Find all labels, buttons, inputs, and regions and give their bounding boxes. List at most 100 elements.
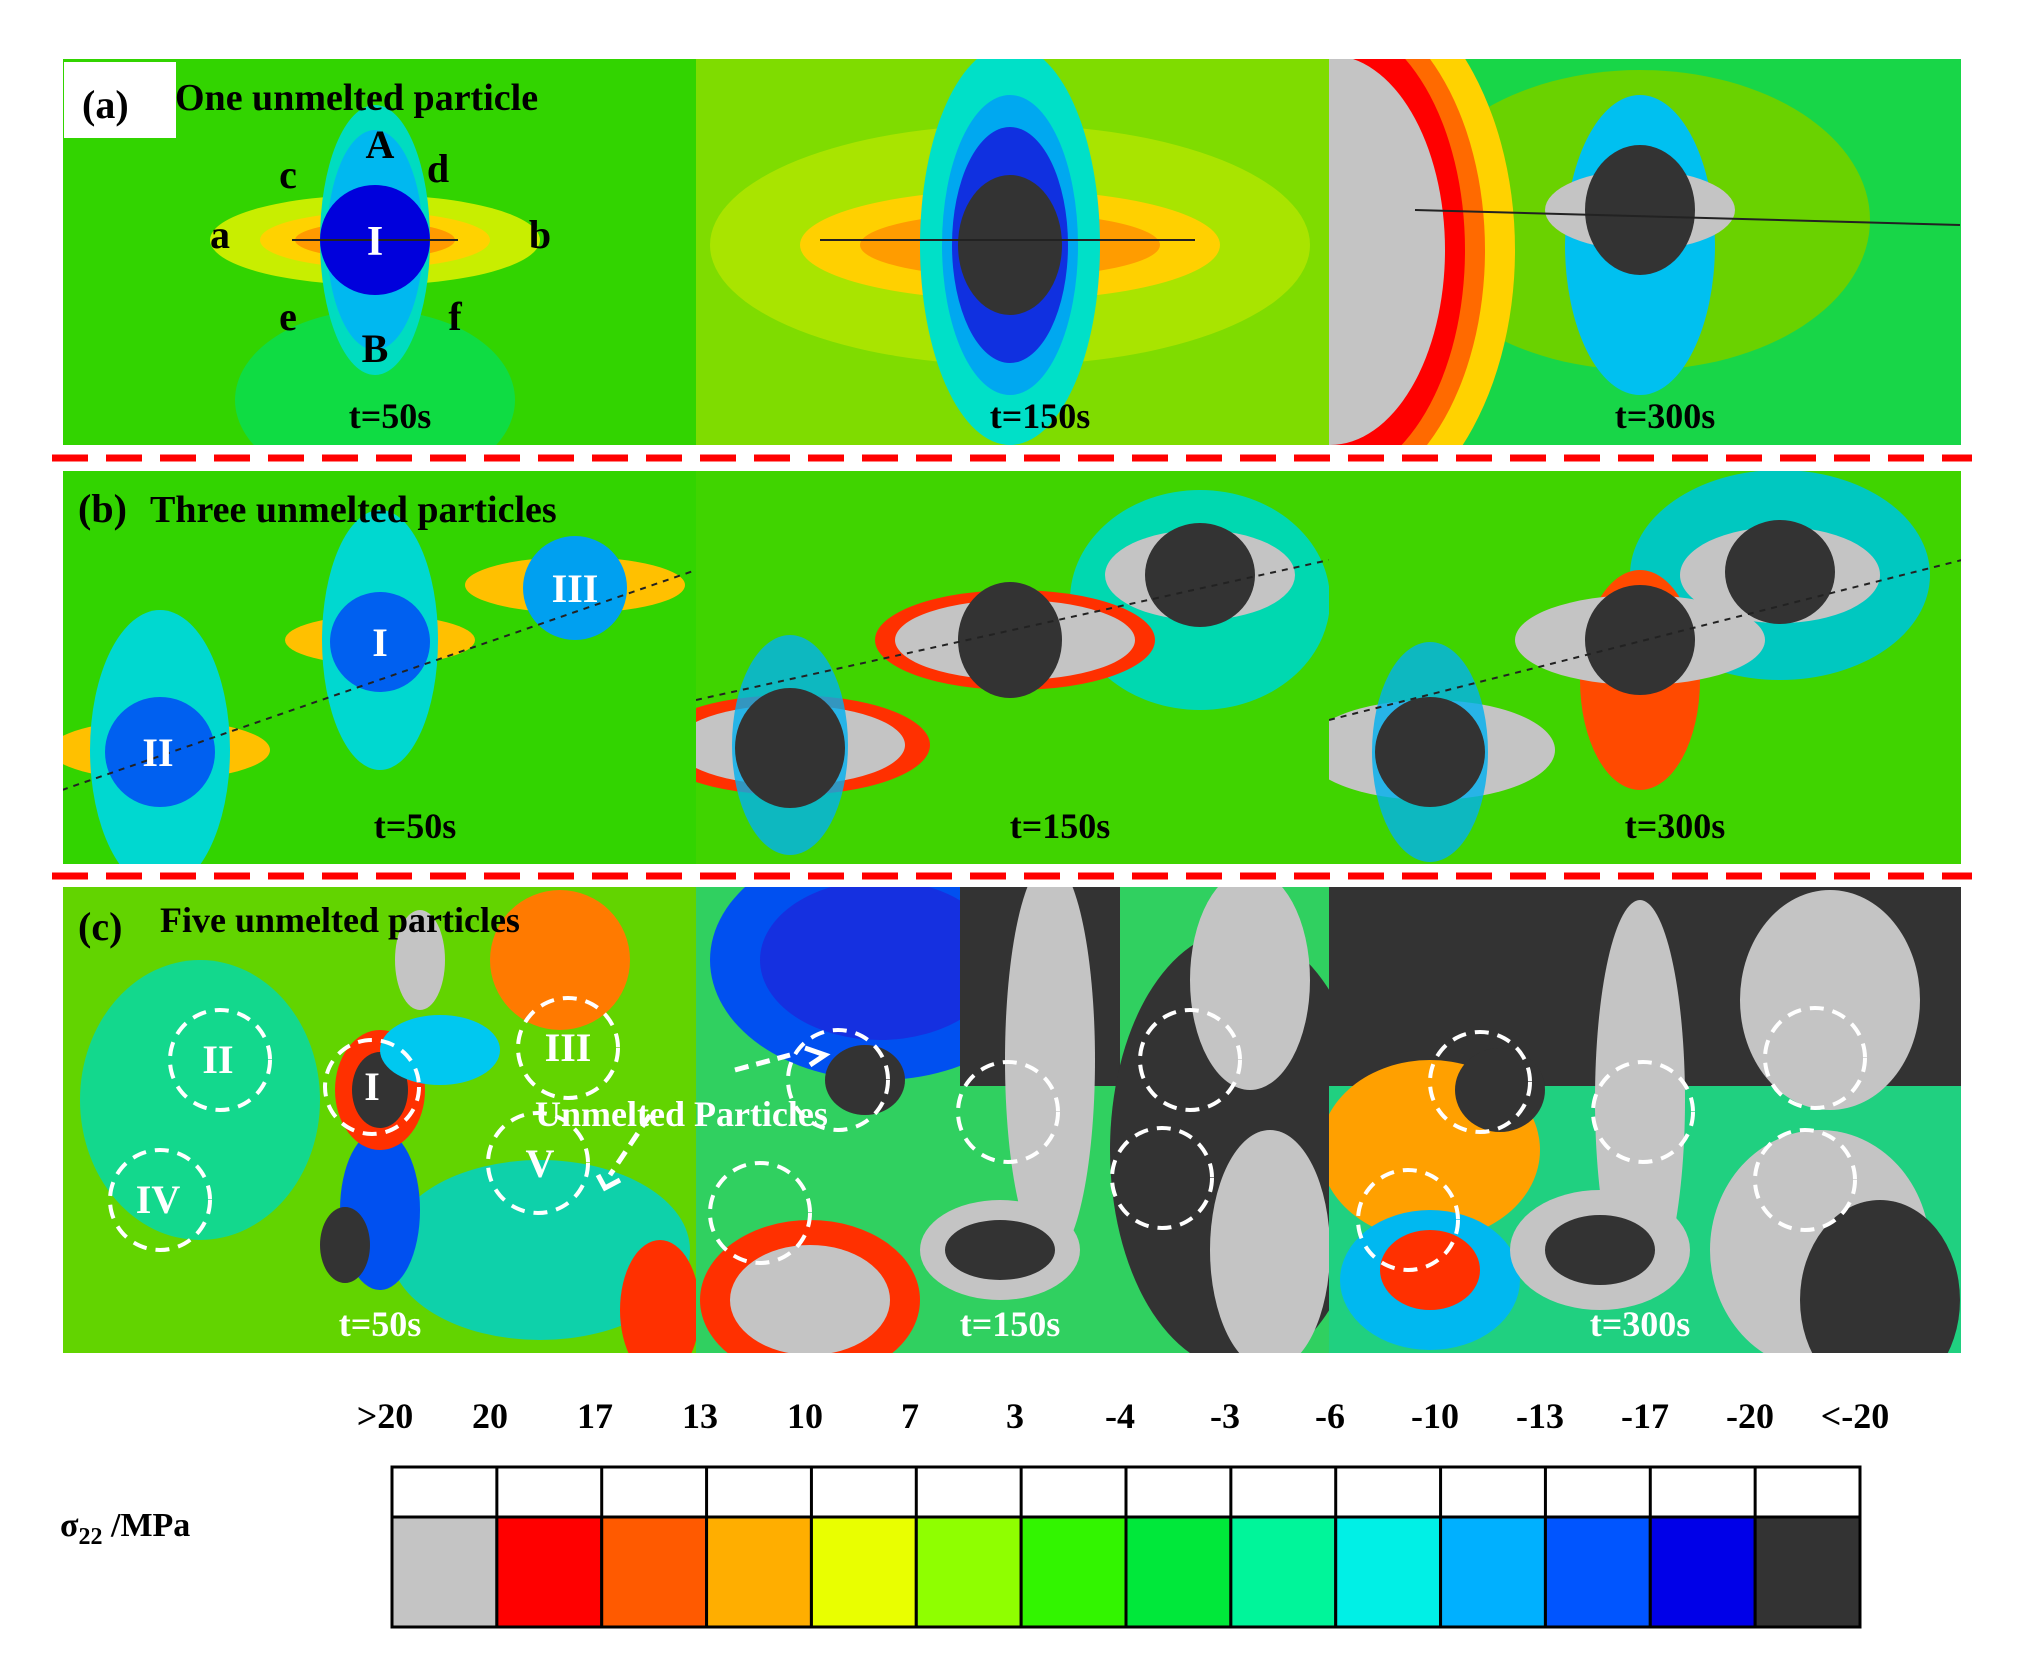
- legend-tick-label-9: -6: [1315, 1396, 1345, 1436]
- tag-box-c: [64, 892, 154, 952]
- time-label-b-1: t=50s: [374, 806, 457, 846]
- panel-a-t50: [62, 58, 696, 446]
- legend-tick-label-7: -4: [1105, 1396, 1135, 1436]
- particle-I: [1585, 145, 1695, 275]
- particle-outline-I: [323, 1038, 421, 1136]
- legend-tick-label-14: <-20: [1821, 1396, 1890, 1436]
- legend-frame: [390, 1465, 1862, 1629]
- point-label-f: f: [448, 294, 462, 339]
- panel-a-t300: [1329, 58, 1962, 446]
- row-title-a: One unmelted particle: [175, 77, 538, 119]
- legend-swatch-3: [705, 1515, 813, 1629]
- particle-I: [958, 175, 1062, 315]
- legend-swatch-7: [1124, 1515, 1233, 1629]
- time-label-a-2: t=150s: [990, 396, 1091, 436]
- particle-label-b-II: II: [142, 730, 173, 775]
- point-label-A: A: [366, 122, 395, 167]
- legend-swatch-10: [1439, 1515, 1547, 1629]
- particle-I: [1585, 585, 1695, 695]
- legend-swatch-9: [1334, 1515, 1443, 1629]
- particle-label-b-I: I: [372, 620, 388, 665]
- particle-outline-V: [486, 1111, 590, 1215]
- legend-swatch-4: [809, 1515, 918, 1629]
- particle-outline-III: [516, 996, 620, 1100]
- legend-swatch-12: [1648, 1515, 1757, 1629]
- point-label-c: c: [279, 152, 297, 197]
- legend-tick-label-4: 10: [787, 1396, 823, 1436]
- panel-b-t50: [62, 470, 696, 865]
- time-label-a-1: t=50s: [349, 396, 432, 436]
- legend-tick-label-3: 13: [682, 1396, 718, 1436]
- time-label-c-3: t=300s: [1590, 1304, 1691, 1344]
- point-labels: A B a b c d e f: [210, 122, 551, 371]
- unmelted-particles-annotation: Unmelted Particles: [535, 1094, 828, 1134]
- legend-swatch-1: [495, 1515, 604, 1629]
- legend-tick-label-1: 20: [472, 1396, 508, 1436]
- time-label-c-1: t=50s: [339, 1304, 422, 1344]
- particle-label-c-II: II: [202, 1037, 233, 1082]
- time-label-b-2: t=150s: [1010, 806, 1111, 846]
- legend-tick-label-10: -10: [1411, 1396, 1459, 1436]
- legend-swatch-13: [1753, 1515, 1862, 1629]
- row-title-b: Three unmelted particles: [150, 489, 557, 531]
- legend-quantity-symbol: σ: [60, 1507, 79, 1544]
- panel-c-t300: [1329, 886, 1962, 1354]
- point-label-e: e: [279, 294, 297, 339]
- legend-tick-label-13: -20: [1726, 1396, 1774, 1436]
- time-label-a-3: t=300s: [1615, 396, 1716, 436]
- legend-swatch-2: [600, 1515, 709, 1629]
- particle-label-c-III: III: [545, 1025, 592, 1070]
- color-legend: σ22 /MPa >20 20 17 13 10 7 3 -4 -3 -6 -10 -13 -17 -20…: [60, 1396, 1890, 1629]
- point-label-d: d: [427, 146, 449, 191]
- particle-label-b-III: III: [552, 566, 599, 611]
- point-label-a: a: [210, 212, 230, 257]
- panel-a-t150: [696, 58, 1329, 446]
- particle-III: [1145, 523, 1255, 627]
- particle-II: [1375, 697, 1485, 807]
- legend-tick-label-0: >20: [357, 1396, 414, 1436]
- particle-outlines: [108, 996, 1867, 1272]
- row-b: [61, 469, 1963, 866]
- annotation-arrows: [595, 1045, 831, 1192]
- row-a: [61, 57, 1963, 447]
- particle-II: [735, 688, 845, 808]
- legend-swatch-6: [1019, 1515, 1128, 1629]
- particle-I: [330, 592, 430, 692]
- point-label-b: b: [529, 212, 551, 257]
- particle-III: [1725, 520, 1835, 624]
- legend-tick-label-12: -17: [1621, 1396, 1669, 1436]
- particle-label-c-IV: IV: [136, 1177, 181, 1222]
- legend-quantity-subscript: 22: [79, 1524, 103, 1550]
- particle-II: [105, 697, 215, 807]
- row-tag-a: (a): [82, 82, 129, 127]
- legend-swatches: [390, 1465, 1862, 1629]
- legend-quantity-unit: /MPa: [103, 1507, 191, 1544]
- panel-c-t150: [696, 886, 1329, 1354]
- particle-I: [958, 582, 1062, 698]
- legend-swatch-8: [1229, 1515, 1338, 1629]
- legend-tick-label-2: 17: [577, 1396, 613, 1436]
- legend-swatch-0: [390, 1515, 499, 1629]
- legend-tick-label-8: -3: [1210, 1396, 1240, 1436]
- point-label-B: B: [362, 326, 389, 371]
- legend-swatch-11: [1543, 1515, 1652, 1629]
- particle-label-c-V: V: [526, 1141, 555, 1186]
- particle-label-I: I: [367, 219, 383, 265]
- legend-ticks: >20 20 17 13 10 7 3 -4 -3 -6 -10 -13 -17 -20 <-20: [357, 1396, 1890, 1436]
- row-tag-b: (b): [78, 486, 127, 531]
- row-title-c: Five unmelted particles: [160, 900, 520, 940]
- row-tag-c: (c): [78, 904, 122, 949]
- row-c: [61, 885, 1963, 1355]
- panel-b-t300: [1329, 470, 1962, 865]
- particle-label-c-I: I: [364, 1064, 380, 1109]
- time-label-c-2: t=150s: [960, 1304, 1061, 1344]
- legend-quantity: σ22 /MPa: [60, 1507, 190, 1550]
- particle-outline-IV: [108, 1148, 212, 1252]
- legend-swatch-5: [914, 1515, 1023, 1629]
- particle-outline-II: [168, 1008, 272, 1112]
- legend-tick-label-5: 7: [901, 1396, 919, 1436]
- particle-III: [523, 536, 627, 640]
- tag-box-a: [64, 62, 176, 138]
- legend-tick-label-11: -13: [1516, 1396, 1564, 1436]
